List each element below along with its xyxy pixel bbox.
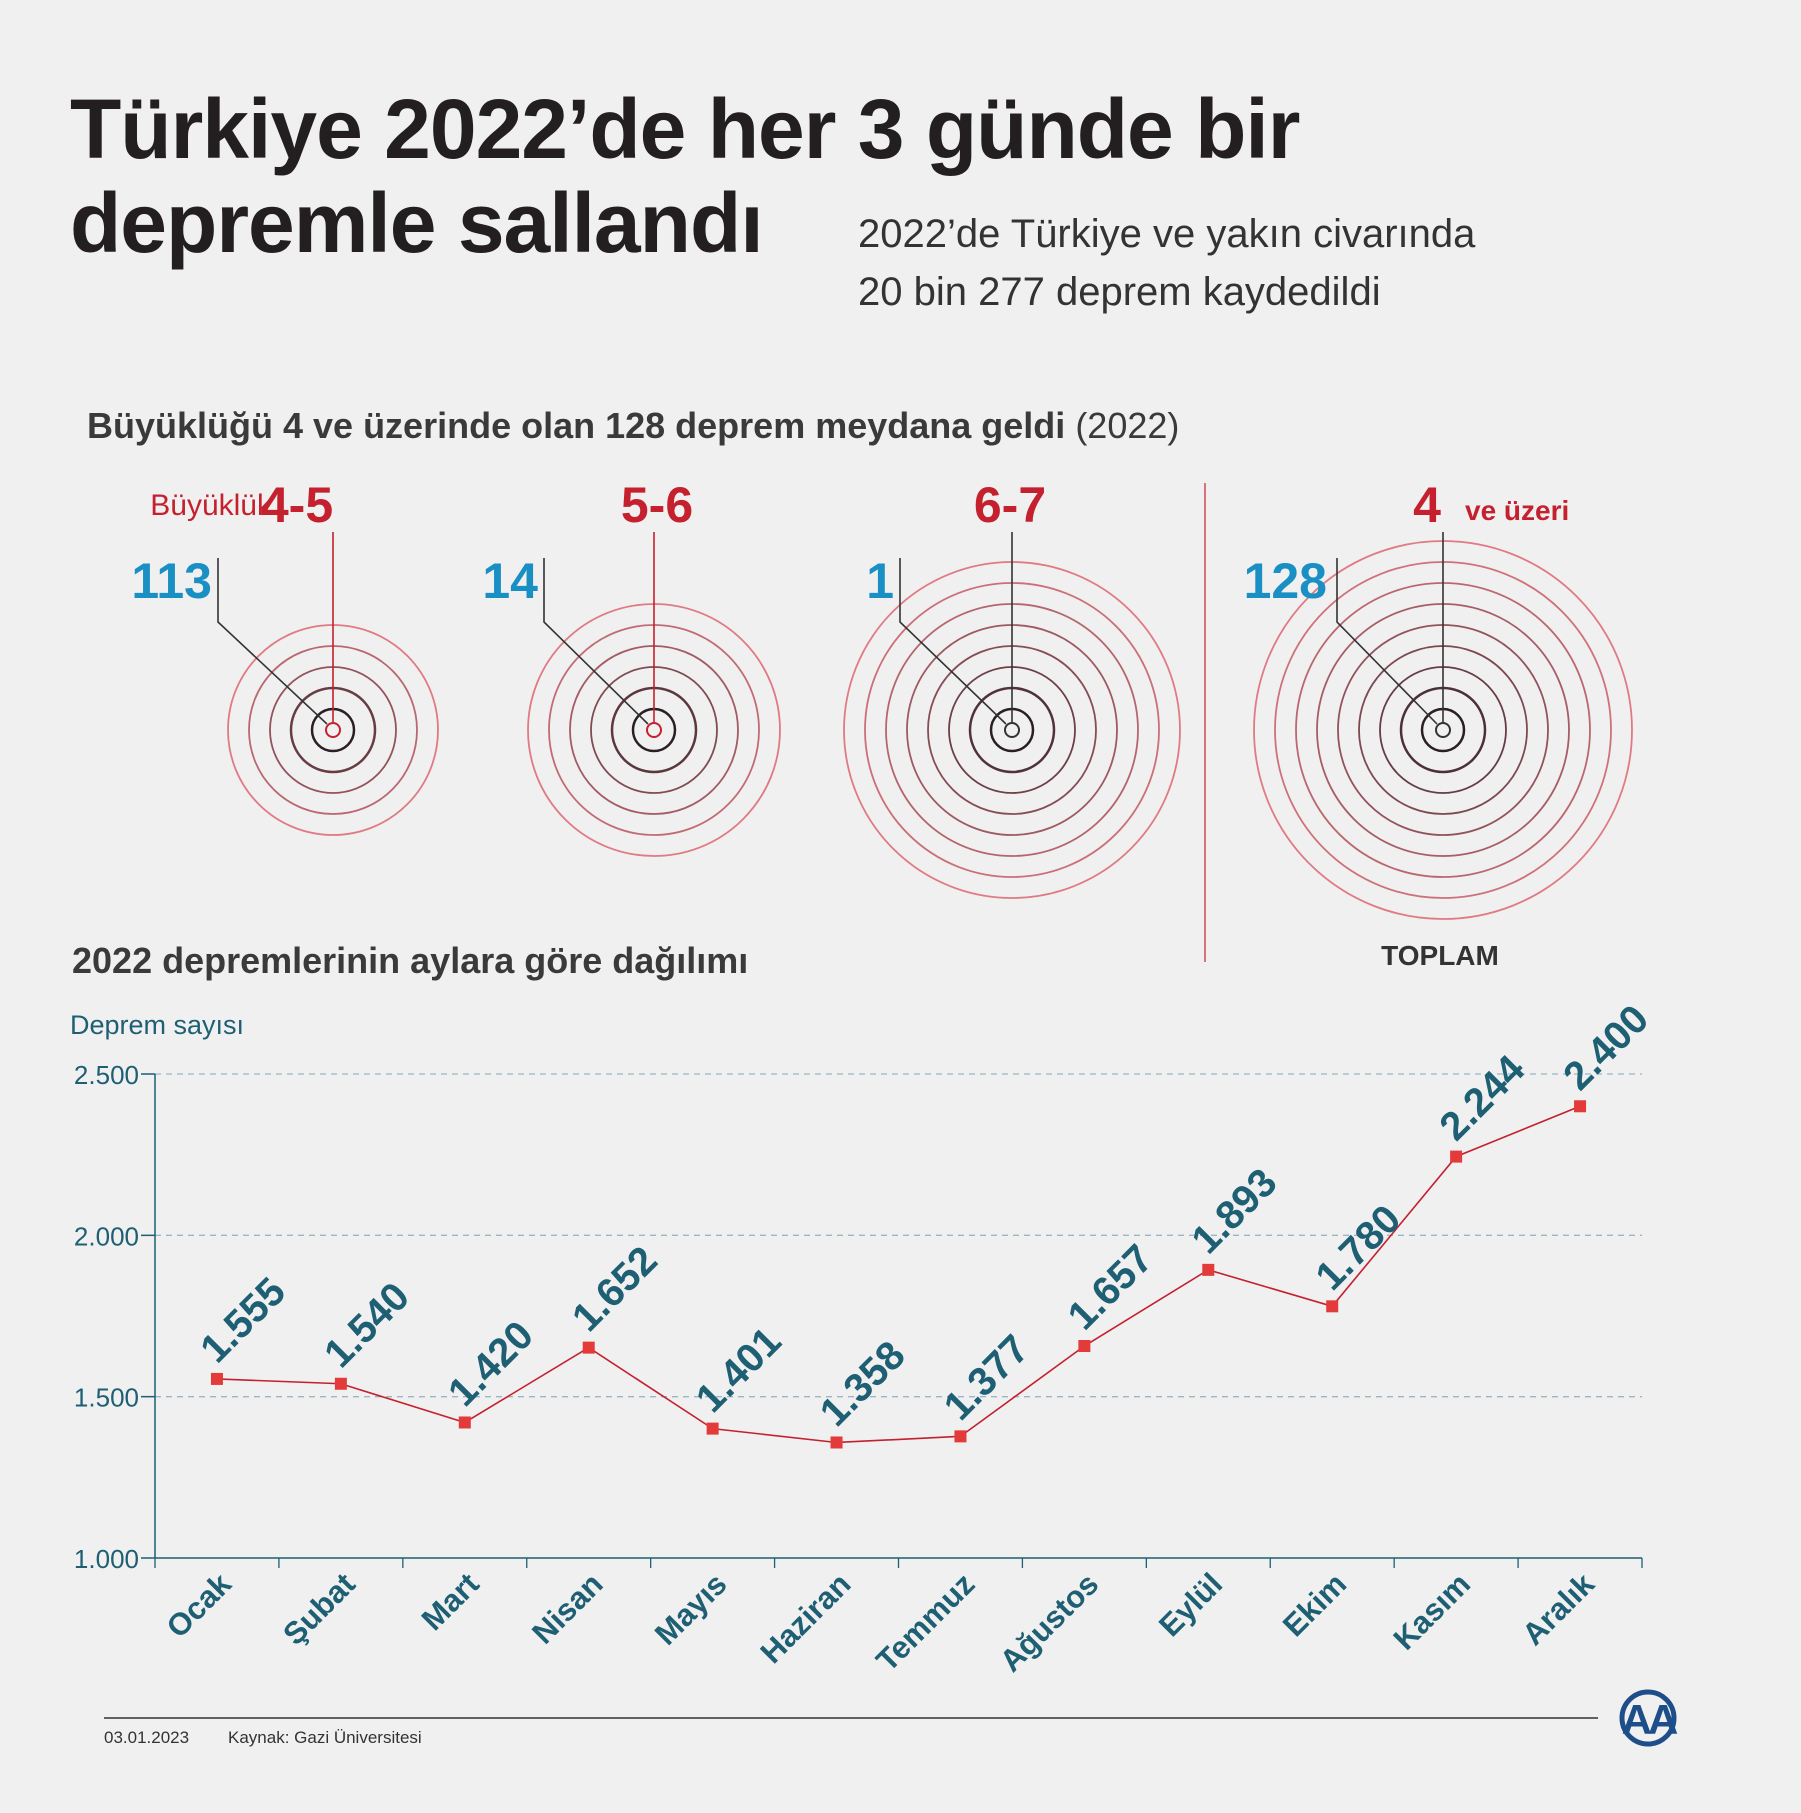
x-category-label: Ocak (160, 1566, 239, 1645)
range-label: 4-5 (261, 477, 333, 533)
data-value-label: 2.400 (1555, 997, 1657, 1099)
data-point (1078, 1340, 1091, 1353)
range-label: 6-7 (974, 477, 1046, 533)
epicenter-dot (325, 722, 341, 738)
data-value-label: 1.540 (316, 1274, 418, 1376)
title-line-2: depremle sallandı (70, 176, 764, 270)
x-category-label: Aralık (1515, 1566, 1601, 1652)
count-label: 1 (866, 553, 894, 609)
data-value-label: 2.244 (1431, 1047, 1533, 1149)
data-value-label: 1.420 (440, 1313, 542, 1415)
range-suffix-label: ve üzeri (1465, 495, 1569, 526)
count-label: 113 (131, 553, 212, 609)
data-point (1326, 1300, 1339, 1313)
range-label: 5-6 (621, 477, 693, 533)
x-category-label: Kasım (1387, 1566, 1478, 1657)
logo-ring (1619, 1689, 1677, 1747)
x-category-label: Eylül (1152, 1566, 1229, 1643)
range-label: 4 (1413, 477, 1441, 533)
logo-text: AA (1622, 1696, 1678, 1743)
subtitle-line-1: 2022’de Türkiye ve yakın civarında (858, 212, 1476, 256)
data-point (458, 1416, 471, 1429)
footer-source: Kaynak: Gazi Üniversitesi (228, 1728, 422, 1747)
magnitude-target-4: 128 4 (1244, 477, 1633, 920)
data-value-label: 1.652 (564, 1238, 666, 1340)
epicenter-dot (1435, 722, 1451, 738)
count-leader-line (1336, 558, 1438, 725)
x-category-label: Mart (415, 1566, 486, 1637)
data-point (706, 1422, 719, 1435)
data-point (582, 1341, 595, 1354)
x-category-label: Ekim (1276, 1566, 1353, 1643)
x-category-label: Ağustos (993, 1566, 1105, 1678)
count-leader-line (543, 558, 649, 725)
data-value-label: 1.893 (1184, 1160, 1286, 1262)
magnitude-heading-text: Büyüklüğü 4 ve üzerinde olan 128 deprem … (87, 405, 1066, 446)
y-tick-label: 2.000 (74, 1221, 139, 1251)
magnitude-section-heading: Büyüklüğü 4 ve üzerinde olan 128 deprem … (87, 405, 1179, 447)
data-point (954, 1430, 967, 1443)
monthly-section-heading: 2022 depremlerinin aylara göre dağılımı (72, 940, 749, 981)
x-category-label: Nisan (525, 1566, 609, 1650)
footer-date: 03.01.2023 (104, 1728, 190, 1747)
data-point (334, 1377, 347, 1390)
data-value-label: 1.377 (936, 1327, 1038, 1429)
y-tick-label: 1.500 (74, 1383, 139, 1413)
magnitude-target-2: 14 5-6 (482, 477, 781, 857)
data-point (1450, 1150, 1463, 1163)
aa-logo: AA (1619, 1689, 1682, 1747)
count-label: 14 (482, 553, 538, 609)
data-value-label: 1.555 (192, 1269, 294, 1371)
page-title: Türkiye 2022’de her 3 günde bir depremle… (70, 82, 1370, 270)
data-point (1574, 1100, 1587, 1113)
magnitude-heading-year: (2022) (1075, 405, 1180, 446)
data-point (1202, 1263, 1215, 1276)
title-line-1: Türkiye 2022’de her 3 günde bir (70, 82, 1300, 176)
magnitude-word-label: Büyüklük (150, 489, 273, 522)
series-line (216, 1105, 1581, 1444)
count-leader-line (217, 558, 328, 725)
data-value-label: 1.358 (812, 1333, 914, 1435)
data-point (210, 1372, 223, 1385)
data-value-label: 1.780 (1307, 1197, 1409, 1299)
y-tick-label: 2.500 (74, 1060, 139, 1090)
page-subtitle: 2022’de Türkiye ve yakın civarında 20 bi… (858, 205, 1658, 321)
epicenter-dot (1004, 722, 1020, 738)
x-category-label: Haziran (754, 1566, 858, 1670)
data-value-label: 1.657 (1060, 1236, 1162, 1338)
count-leader-line (899, 558, 1007, 725)
y-axis-label: Deprem sayısı (70, 1010, 245, 1040)
epicenter-dot (646, 722, 662, 738)
magnitude-target-3: 1 6-7 (843, 477, 1181, 899)
data-value-label: 1.401 (688, 1319, 790, 1421)
y-tick-label: 1.000 (74, 1544, 139, 1574)
x-category-label: Temmuz (869, 1566, 981, 1678)
x-category-label: Şubat (276, 1566, 362, 1652)
line-chart: 1.000 1.500 2.000 2.500 1.555 Ocak 1.540 Şubat 1… (74, 997, 1657, 1679)
count-label: 128 (1244, 553, 1327, 609)
magnitude-target-1: 113 4-5 (131, 477, 439, 836)
data-point (830, 1436, 843, 1449)
x-category-label: Mayıs (648, 1566, 734, 1652)
total-label: TOPLAM (1381, 940, 1499, 971)
subtitle-line-2: 20 bin 277 deprem kaydedildi (858, 270, 1381, 314)
